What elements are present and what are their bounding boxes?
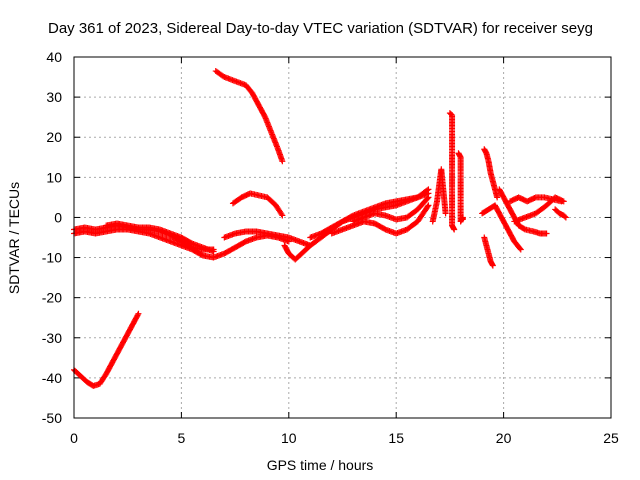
data-point — [425, 202, 432, 209]
y-axis-label: SDTVAR / TECUs — [6, 181, 22, 295]
x-axis-label: GPS time / hours — [266, 457, 374, 473]
y-tick-label: 40 — [46, 49, 62, 65]
series-track-10 — [328, 202, 432, 237]
data-point — [425, 194, 432, 201]
data-point — [425, 186, 432, 193]
series-track-16 — [481, 234, 496, 269]
data-point — [517, 246, 524, 253]
series-track-17 — [479, 202, 524, 253]
y-tick-label: 20 — [46, 129, 62, 145]
data-point — [134, 311, 141, 318]
data-point — [279, 212, 286, 219]
series-track-06 — [229, 190, 286, 219]
x-tick-label: 5 — [178, 430, 186, 446]
series-track-15 — [481, 146, 501, 201]
series-track-07 — [221, 228, 314, 249]
data-point — [278, 211, 285, 218]
chart-title: Day 361 of 2023, Sidereal Day-to-day VTE… — [48, 20, 593, 37]
y-tick-label: -40 — [42, 370, 62, 386]
data-point — [562, 214, 569, 221]
x-tick-label: 20 — [496, 430, 512, 446]
data-points — [71, 68, 569, 389]
series-track-11 — [350, 194, 432, 225]
x-tick-label: 0 — [70, 430, 78, 446]
series-track-04 — [103, 220, 217, 255]
series-track-01 — [71, 310, 142, 389]
plot-border — [73, 56, 612, 419]
series-track-14 — [455, 150, 466, 225]
y-tick-label: 0 — [54, 209, 62, 225]
data-point — [459, 216, 466, 223]
y-tick-label: 30 — [46, 89, 62, 105]
data-point — [489, 262, 496, 269]
series-track-09 — [307, 186, 432, 241]
series-track-19 — [507, 194, 565, 205]
y-tick-label: -10 — [42, 250, 62, 266]
series-track-21 — [552, 206, 569, 221]
series-track-12 — [429, 166, 449, 225]
data-point — [516, 245, 523, 252]
data-point — [543, 230, 550, 237]
data-point — [135, 310, 142, 317]
x-tick-label: 15 — [388, 430, 404, 446]
data-point — [494, 194, 501, 201]
y-tick-label: -50 — [42, 410, 62, 426]
data-point — [451, 226, 458, 233]
data-point — [424, 187, 431, 194]
series-track-20 — [511, 194, 567, 225]
x-tick-label: 25 — [603, 430, 619, 446]
data-point — [561, 213, 568, 220]
y-tick-label: -20 — [42, 290, 62, 306]
y-tick-label: -30 — [42, 330, 62, 346]
x-tick-label: 10 — [281, 430, 297, 446]
data-point — [424, 195, 431, 202]
data-point — [424, 203, 431, 210]
data-point — [560, 198, 567, 205]
series-track-13 — [446, 110, 458, 233]
data-point — [279, 158, 286, 165]
data-point — [210, 248, 217, 255]
data-point — [442, 210, 449, 217]
y-tick-label: 10 — [46, 169, 62, 185]
series-track-05 — [212, 68, 286, 165]
